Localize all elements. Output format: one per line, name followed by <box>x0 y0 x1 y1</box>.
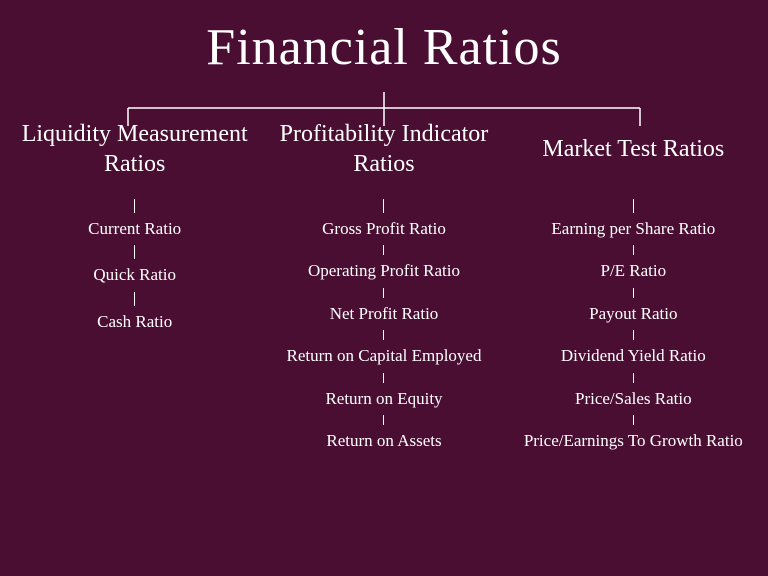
column-market-test: Market Test Ratios Earning per Share Rat… <box>509 117 758 457</box>
list-item: Price/Earnings To Growth Ratio <box>520 425 747 457</box>
connector-line <box>383 199 384 213</box>
list-item: Dividend Yield Ratio <box>557 340 710 372</box>
connector-line <box>383 330 384 340</box>
list-item: Cash Ratio <box>93 306 176 338</box>
connector-line <box>633 330 634 340</box>
column-profitability: Profitability Indicator Ratios Gross Pro… <box>259 117 508 457</box>
connector-line <box>134 245 135 259</box>
connector-line <box>633 373 634 383</box>
items-list: Gross Profit Ratio Operating Profit Rati… <box>259 213 508 457</box>
columns-container: Liquidity Measurement Ratios Current Rat… <box>0 117 768 457</box>
items-list: Earning per Share Ratio P/E Ratio Payout… <box>509 213 758 457</box>
list-item: Return on Equity <box>321 383 446 415</box>
connector-line <box>383 288 384 298</box>
connector-line <box>633 415 634 425</box>
list-item: Earning per Share Ratio <box>547 213 719 245</box>
connector-line <box>633 288 634 298</box>
connector-line <box>134 199 135 213</box>
column-liquidity: Liquidity Measurement Ratios Current Rat… <box>10 117 259 457</box>
list-item: Price/Sales Ratio <box>571 383 696 415</box>
connector-line <box>383 245 384 255</box>
connector-line <box>633 199 634 213</box>
list-item: Current Ratio <box>84 213 185 245</box>
list-item: Gross Profit Ratio <box>318 213 450 245</box>
category-label: Market Test Ratios <box>542 117 724 181</box>
page-title: Financial Ratios <box>0 0 768 77</box>
connector-line <box>633 245 634 255</box>
list-item: P/E Ratio <box>596 255 670 287</box>
list-item: Operating Profit Ratio <box>304 255 464 287</box>
list-item: Net Profit Ratio <box>326 298 443 330</box>
connector-line <box>383 415 384 425</box>
connector-line <box>134 292 135 306</box>
category-label: Liquidity Measurement Ratios <box>10 117 259 181</box>
items-list: Current Ratio Quick Ratio Cash Ratio <box>10 213 259 338</box>
connector-line <box>383 373 384 383</box>
list-item: Return on Assets <box>322 425 445 457</box>
list-item: Quick Ratio <box>89 259 180 291</box>
category-label: Profitability Indicator Ratios <box>259 117 508 181</box>
list-item: Return on Capital Employed <box>282 340 485 372</box>
list-item: Payout Ratio <box>585 298 681 330</box>
